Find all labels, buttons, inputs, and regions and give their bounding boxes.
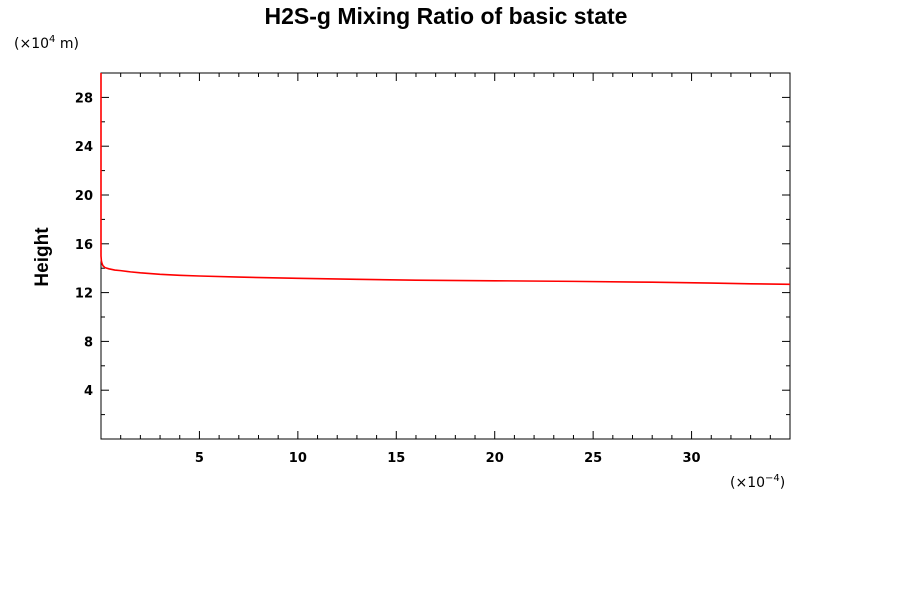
y-unit-prefix: (×10 <box>14 36 49 52</box>
y-tick-label: 16 <box>75 238 93 253</box>
x-unit-label: (×10−4) <box>730 473 785 491</box>
x-tick-label: 25 <box>584 451 602 466</box>
x-unit-exponent: −4 <box>765 473 780 484</box>
x-unit-suffix: ) <box>780 475 785 491</box>
y-tick-label: 20 <box>75 189 93 204</box>
x-tick-label: 5 <box>195 451 204 466</box>
x-tick-label: 20 <box>486 451 504 466</box>
x-tick-label: 10 <box>289 451 307 466</box>
chart-title: H2S-g Mixing Ratio of basic state <box>265 3 628 29</box>
y-unit-label: (×104 m) <box>14 34 79 52</box>
y-tick-label: 28 <box>75 91 93 106</box>
y-tick-label: 12 <box>75 287 93 302</box>
plot-frame <box>100 72 791 440</box>
series-layer <box>100 73 791 286</box>
y-tick-label: 24 <box>75 140 93 155</box>
axis-ticks: 5 10 15 20 25 30 4 8 12 16 20 24 28 <box>75 73 790 466</box>
x-tick-label: 30 <box>683 451 701 466</box>
y-unit-exponent: 4 <box>49 34 55 45</box>
y-tick-label: 4 <box>84 384 93 399</box>
x-tick-label: 15 <box>387 451 405 466</box>
y-unit-suffix: m) <box>55 36 79 52</box>
series-line-0 <box>100 73 791 286</box>
x-unit-prefix: (×10 <box>730 475 765 491</box>
y-tick-label: 8 <box>84 335 93 350</box>
y-axis-label: Height <box>32 227 53 287</box>
